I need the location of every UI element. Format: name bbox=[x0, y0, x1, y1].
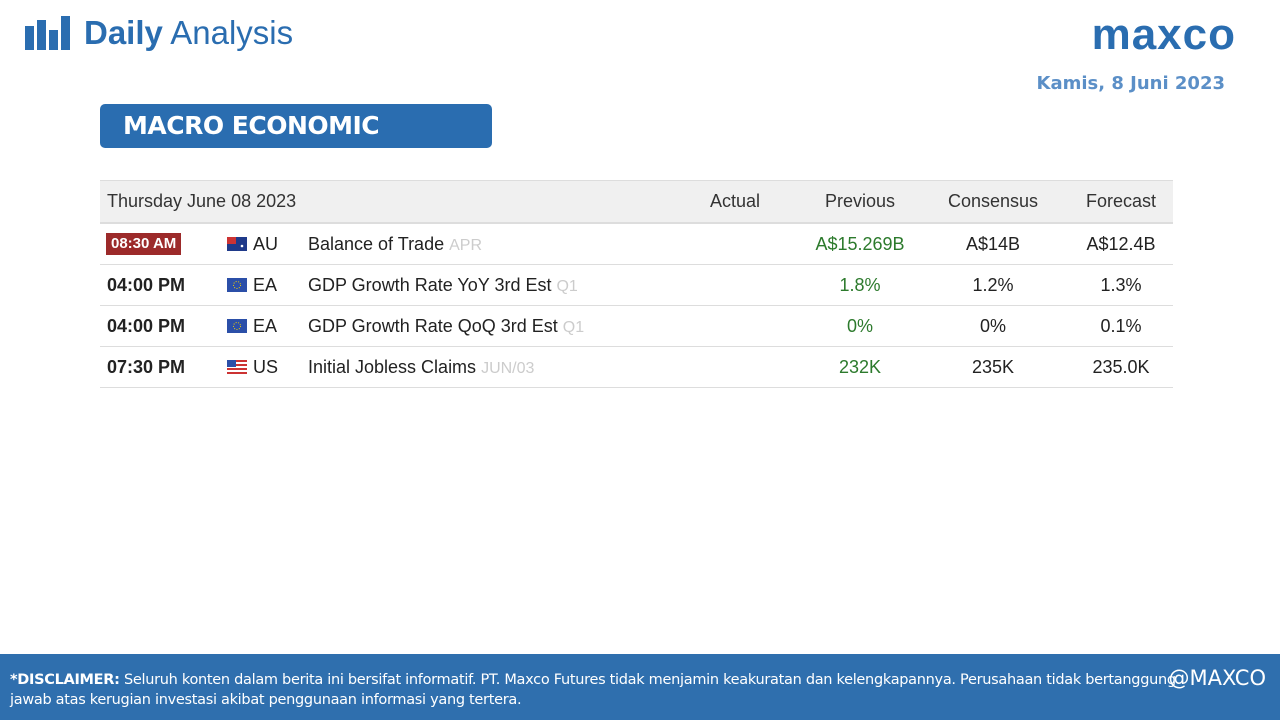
event-title: GDP Growth Rate QoQ 3rd Est bbox=[308, 316, 558, 336]
event-time: 07:30 PM bbox=[107, 357, 186, 377]
table-body: 08:30 AM AU Balance of Trade APR A$15.269… bbox=[100, 224, 1173, 388]
column-header: Actual bbox=[709, 191, 761, 211]
country: US bbox=[253, 357, 279, 377]
footer: *DISCLAIMER: Seluruh konten dalam berita… bbox=[0, 654, 1280, 720]
event-period: Q1 bbox=[562, 319, 585, 336]
consensus: A$14B bbox=[965, 234, 1021, 254]
event-time: 08:30 AM bbox=[106, 233, 182, 255]
consensus: 0% bbox=[979, 316, 1007, 336]
consensus: 235K bbox=[971, 357, 1015, 377]
event-name[interactable]: Balance of Trade APR bbox=[308, 224, 482, 266]
brand-icon bbox=[25, 16, 70, 50]
disclaimer-text: Seluruh konten dalam berita ini bersifat… bbox=[10, 672, 1176, 708]
column-header: Forecast bbox=[1085, 191, 1157, 211]
forecast: A$12.4B bbox=[1086, 234, 1156, 254]
event-title: Initial Jobless Claims bbox=[308, 357, 477, 377]
flag bbox=[227, 360, 247, 374]
column-header: Consensus bbox=[947, 191, 1039, 211]
flag bbox=[227, 278, 247, 292]
event-title: Balance of Trade bbox=[308, 234, 445, 254]
previous: A$15.269B bbox=[815, 234, 905, 254]
event-row: 04:00 PM EA GDP Growth Rate YoY 3rd Est Q… bbox=[100, 265, 1173, 306]
brand: Daily Analysis bbox=[84, 14, 293, 52]
event-period: APR bbox=[449, 237, 482, 254]
event-row: 04:00 PM EA GDP Growth Rate QoQ 3rd Est Q… bbox=[100, 306, 1173, 347]
disclaimer-label: *DISCLAIMER: bbox=[10, 672, 120, 688]
forecast: 1.3% bbox=[1100, 275, 1142, 295]
event-name[interactable]: GDP Growth Rate QoQ 3rd Est Q1 bbox=[308, 306, 584, 348]
flag bbox=[227, 319, 247, 333]
event-period: JUN/03 bbox=[481, 360, 535, 377]
previous: 1.8% bbox=[839, 275, 881, 295]
flag bbox=[227, 237, 247, 251]
event-name[interactable]: Initial Jobless Claims JUN/03 bbox=[308, 347, 534, 389]
forecast: 235.0K bbox=[1092, 357, 1150, 377]
column-header: Thursday June 08 2023 bbox=[107, 191, 297, 211]
column-header: Previous bbox=[824, 191, 896, 211]
events-table: Thursday June 08 2023 Actual Previous Co… bbox=[100, 180, 1173, 388]
banner: MACRO ECONOMIC EVENTS bbox=[100, 104, 492, 184]
event-time: 04:00 PM bbox=[107, 316, 186, 336]
country: EA bbox=[253, 275, 278, 295]
previous: 0% bbox=[846, 316, 874, 336]
previous: 232K bbox=[838, 357, 882, 377]
brand-bold: Daily bbox=[84, 14, 163, 51]
brand-light: Analysis bbox=[170, 14, 294, 51]
date: Kamis, 8 Juni 2023 bbox=[1036, 73, 1226, 94]
consensus: 1.2% bbox=[972, 275, 1014, 295]
forecast: 0.1% bbox=[1100, 316, 1142, 336]
country: AU bbox=[253, 234, 279, 254]
table-header: Thursday June 08 2023 Actual Previous Co… bbox=[100, 180, 1173, 224]
disclaimer: *DISCLAIMER: Seluruh konten dalam berita… bbox=[10, 670, 1210, 710]
event-time: 04:00 PM bbox=[107, 275, 186, 295]
event-title: GDP Growth Rate YoY 3rd Est bbox=[308, 275, 552, 295]
event-row: 07:30 PM US Initial Jobless Claims JUN/03… bbox=[100, 347, 1173, 388]
event-row: 08:30 AM AU Balance of Trade APR A$15.269… bbox=[100, 224, 1173, 265]
social-handle[interactable]: @MAXCO bbox=[1168, 666, 1266, 690]
event-period: Q1 bbox=[556, 278, 578, 295]
logo: maxco bbox=[1091, 10, 1236, 59]
country: EA bbox=[253, 316, 278, 336]
event-name[interactable]: GDP Growth Rate YoY 3rd Est Q1 bbox=[308, 265, 578, 307]
